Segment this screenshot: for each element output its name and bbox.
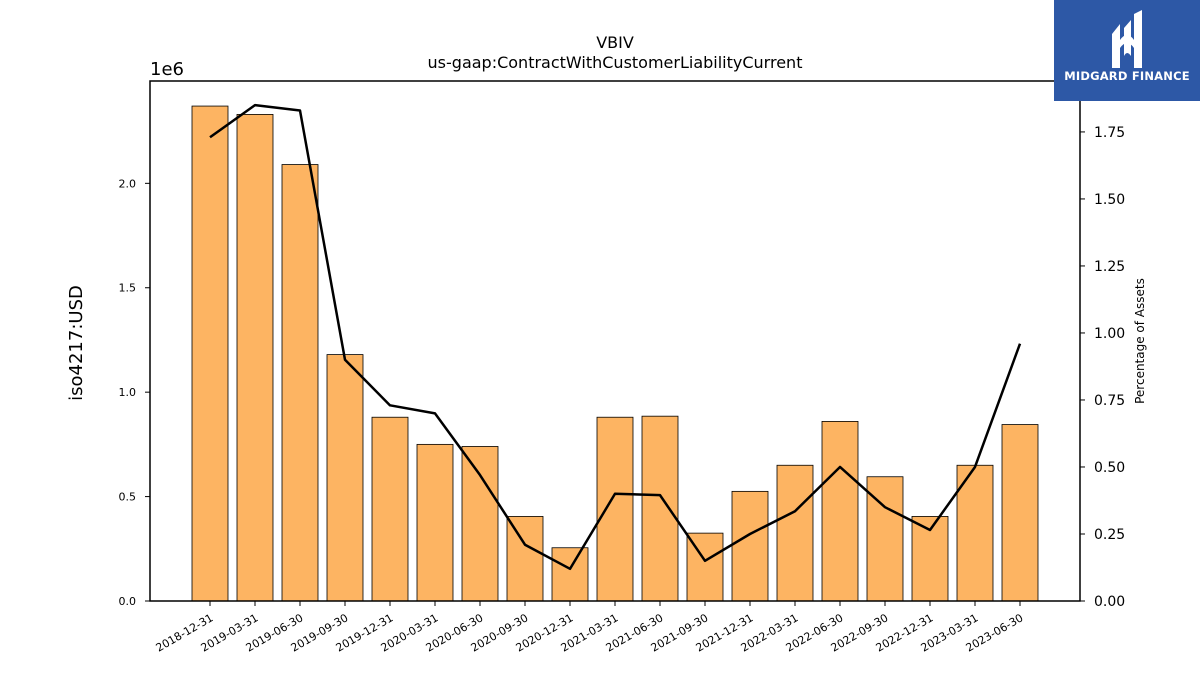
y-tick-label: 1.0 — [119, 386, 137, 399]
logo-text: MIDGARD FINANCE — [1064, 69, 1190, 83]
y2-tick-label: 0.25 — [1094, 527, 1125, 543]
y2-tick-label: 1.00 — [1094, 326, 1125, 342]
bar-2019-12-31 — [371, 416, 409, 602]
y-offset-label: 1e6 — [150, 59, 184, 80]
bars-layer — [191, 105, 1039, 602]
y2-axis-label: Percentage of Assets — [1133, 278, 1147, 404]
line-layer — [209, 103, 1022, 571]
bar-2021-03-31 — [596, 416, 634, 602]
chart-title: VBIV — [596, 33, 634, 52]
y2-tick-label: 1.75 — [1094, 125, 1125, 141]
y2-tick-label: 1.50 — [1094, 192, 1125, 208]
logo-mark-icon — [1112, 10, 1142, 68]
percentage-line — [209, 103, 1022, 571]
y-tick-label: 2.0 — [119, 177, 137, 190]
bar-2023-06-30 — [1001, 424, 1039, 602]
bar-2019-03-31 — [236, 114, 274, 602]
bar-2018-12-31 — [191, 105, 229, 602]
y2-tick-label: 1.25 — [1094, 259, 1125, 275]
bar-2023-03-31 — [956, 464, 994, 602]
chart-subtitle: us-gaap:ContractWithCustomerLiabilityCur… — [428, 53, 803, 72]
y-tick-label: 0.5 — [119, 491, 137, 504]
y-axis-label: iso4217:USD — [66, 285, 87, 401]
y-tick-label: 0.0 — [119, 595, 137, 608]
y-tick-label: 1.5 — [119, 282, 137, 295]
bar-2020-06-30 — [461, 446, 499, 602]
bar-2019-06-30 — [281, 164, 319, 602]
y2-tick-label: 0.50 — [1094, 460, 1125, 476]
bar-2019-09-30 — [326, 354, 364, 602]
bar-2022-03-31 — [776, 464, 814, 602]
midgard-finance-logo: MIDGARD FINANCE — [1054, 0, 1200, 101]
y2-tick-label: 0.75 — [1094, 393, 1125, 409]
bar-2020-12-31 — [551, 547, 589, 602]
bar-2021-12-31 — [731, 490, 769, 602]
bar-2021-06-30 — [641, 415, 679, 602]
bar-2022-06-30 — [821, 421, 859, 602]
y2-tick-label: 0.00 — [1094, 594, 1125, 610]
bar-2020-09-30 — [506, 516, 544, 602]
bar-2020-03-31 — [416, 443, 454, 602]
